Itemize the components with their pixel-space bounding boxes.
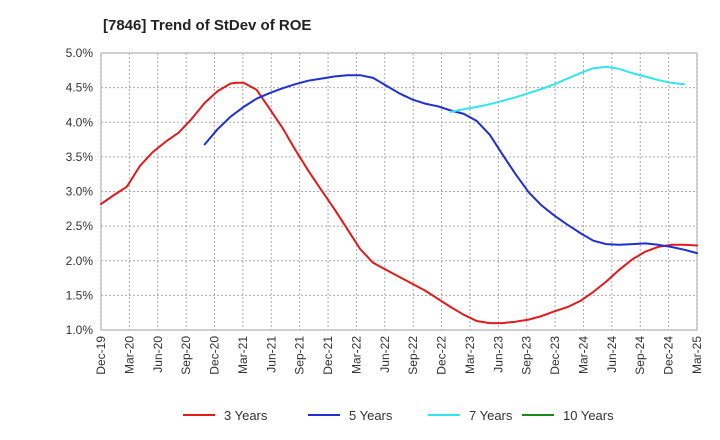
series-line-5-years	[203, 74, 698, 255]
series-lines	[100, 65, 698, 325]
series-line-3-years	[100, 81, 698, 325]
grid-lines	[100, 52, 698, 331]
y-tick-label: 4.0%	[66, 115, 94, 129]
x-axis-ticks: Dec-19 Mar-20 Jun-20 Sep-20 Dec-20 Mar-21 Jun-…	[94, 336, 704, 375]
x-tick-label: Dec-23	[548, 336, 562, 375]
x-tick-label: Dec-20	[208, 336, 222, 375]
x-tick-label: Jun-21	[264, 336, 278, 373]
x-tick-label: Mar-25	[690, 336, 704, 374]
legend-label: 5 Years	[349, 408, 393, 423]
y-tick-label: 3.0%	[66, 185, 94, 199]
y-tick-label: 1.5%	[66, 288, 94, 302]
x-tick-label: Jun-24	[605, 336, 619, 373]
x-tick-label: Sep-23	[520, 336, 534, 375]
x-tick-label: Dec-19	[94, 336, 108, 375]
x-tick-label: Mar-24	[576, 336, 590, 374]
x-tick-label: Sep-22	[406, 336, 420, 375]
y-tick-label: 5.0%	[66, 46, 94, 60]
x-tick-label: Dec-21	[321, 336, 335, 375]
legend-label: 3 Years	[224, 408, 268, 423]
legend-label: 7 Years	[469, 408, 513, 423]
x-tick-label: Dec-22	[435, 336, 449, 375]
y-tick-label: 3.5%	[66, 150, 94, 164]
x-tick-label: Jun-20	[151, 336, 165, 373]
x-tick-label: Sep-20	[179, 336, 193, 375]
y-tick-label: 2.5%	[66, 219, 94, 233]
x-tick-label: Mar-21	[236, 336, 250, 374]
x-tick-label: Jun-23	[491, 336, 505, 373]
chart-title: [7846] Trend of StDev of ROE	[103, 17, 311, 34]
legend-label: 10 Years	[563, 408, 614, 423]
x-tick-label: Dec-24	[662, 336, 676, 375]
y-tick-label: 1.0%	[66, 323, 94, 337]
x-tick-label: Mar-23	[463, 336, 477, 374]
legend: 3 Years 5 Years 7 Years 10 Years	[183, 408, 614, 423]
y-axis-ticks: 5.0% 4.5% 4.0% 3.5% 3.0% 2.5% 2.0% 1.5% 1.0%	[66, 46, 94, 337]
y-tick-label: 4.5%	[66, 81, 94, 95]
x-tick-label: Mar-20	[122, 336, 136, 374]
series-line-7-years	[449, 65, 685, 113]
x-tick-label: Jun-22	[378, 336, 392, 373]
x-tick-label: Sep-21	[293, 336, 307, 375]
y-tick-label: 2.0%	[66, 254, 94, 268]
x-tick-label: Sep-24	[633, 336, 647, 375]
x-tick-label: Mar-22	[349, 336, 363, 374]
